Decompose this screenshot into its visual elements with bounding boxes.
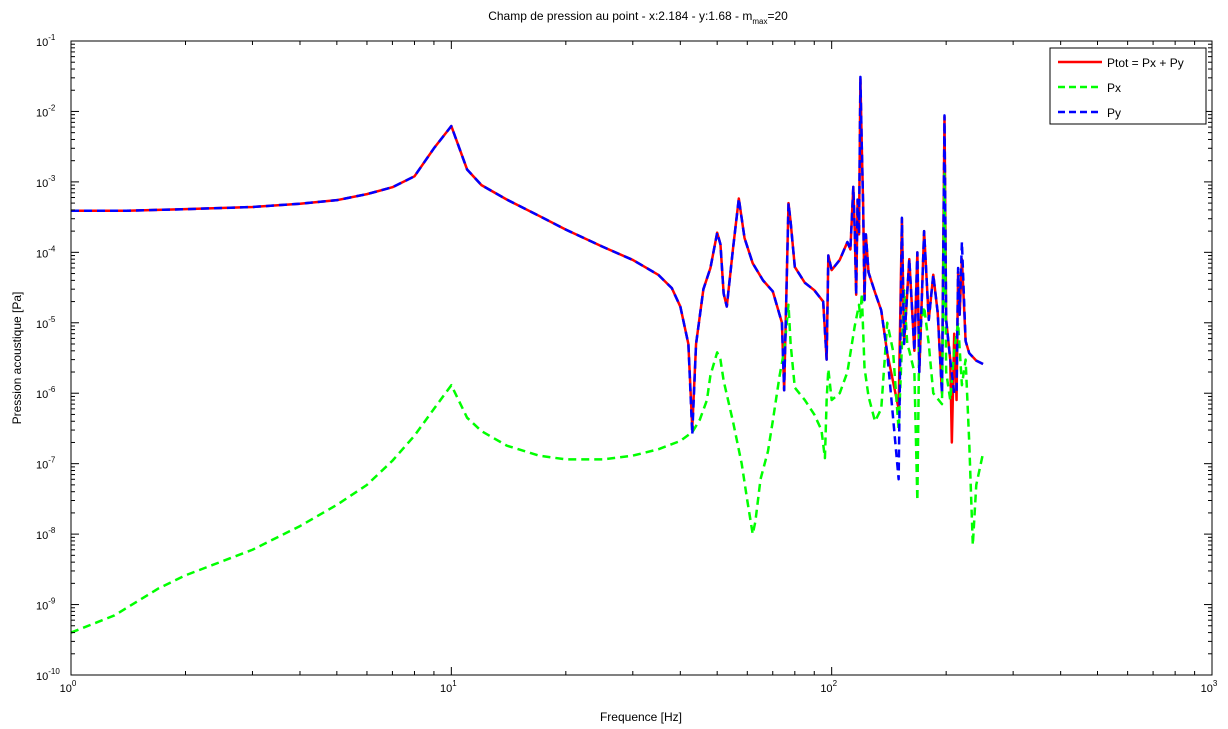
legend-label-py: Py	[1107, 106, 1121, 120]
legend-label-ptot: Ptot = Px + Py	[1107, 56, 1184, 70]
y-tick-label: 10-3	[36, 174, 56, 190]
y-tick-label: 10-10	[36, 667, 60, 683]
chart-title: Champ de pression au point - x:2.184 - y…	[488, 9, 788, 26]
axis-tick-labels: 100 101 102 103 10-10 10-9 10-8 10-7 10-6 10-5 10-…	[36, 33, 1218, 695]
chart-title-main: Champ de pression au point - x:2.184 - y…	[488, 9, 752, 23]
series-layer	[71, 75, 985, 634]
x-tick-label: 103	[1201, 679, 1218, 695]
x-tick-label: 100	[60, 679, 77, 695]
x-axis-label: Frequence [Hz]	[600, 710, 682, 724]
y-tick-label: 10-2	[36, 103, 56, 119]
chart-title-subscript: max	[752, 17, 767, 26]
series-line-px	[71, 172, 985, 634]
chart-title-tail: =20	[767, 9, 788, 23]
y-tick-label: 10-4	[36, 244, 56, 260]
legend-label-px: Px	[1107, 81, 1121, 95]
series-line-py	[71, 75, 984, 481]
y-tick-label: 10-8	[36, 526, 56, 542]
y-tick-label: 10-1	[36, 33, 56, 49]
x-tick-label: 102	[820, 679, 837, 695]
y-tick-label: 10-5	[36, 315, 56, 331]
legend: Ptot = Px + Py Px Py	[1049, 47, 1207, 125]
y-tick-label: 10-6	[36, 385, 56, 401]
x-tick-label: 101	[440, 679, 457, 695]
plot-frame	[70, 40, 1213, 676]
plot-area	[70, 40, 1213, 676]
y-axis-label: Pression acoustique [Pa]	[10, 292, 24, 425]
axis-ticks	[70, 40, 1213, 676]
plot-background	[71, 41, 1212, 675]
y-tick-label: 10-9	[36, 597, 56, 613]
y-tick-label: 10-7	[36, 456, 56, 472]
